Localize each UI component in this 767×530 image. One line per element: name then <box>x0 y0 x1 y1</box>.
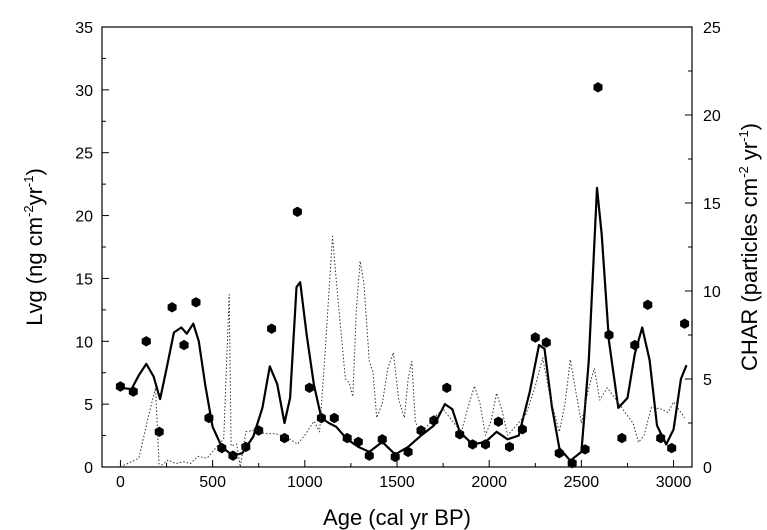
y-right-tick-label: 20 <box>703 108 721 125</box>
data-point <box>530 332 540 343</box>
data-point <box>667 442 677 454</box>
data-point <box>191 297 201 308</box>
data-point <box>292 206 302 217</box>
data-point <box>493 416 503 427</box>
y-left-tick-label: 5 <box>84 397 93 414</box>
data-point <box>505 441 514 453</box>
x-tick-label: 3000 <box>656 474 692 491</box>
y-left-tick-label: 30 <box>75 83 93 100</box>
x-tick-label: 1500 <box>379 474 415 491</box>
y-left-label-mid: yr <box>22 187 47 205</box>
x-tick-label: 1000 <box>287 474 323 491</box>
y-left-tick-label: 10 <box>75 334 93 351</box>
y-axis-right-label: CHAR (particles cm-2 yr-1) <box>736 123 762 371</box>
data-point <box>680 318 690 329</box>
y-right-label-end: ) <box>737 123 762 130</box>
y-right-tick-label: 15 <box>703 196 721 213</box>
y-right-tick-label: 10 <box>703 284 721 301</box>
data-point <box>593 82 603 93</box>
axis-ticks: 0 500 1000 1500 2000 2500 3000 0 5 10 15 20 25 30 35 0 5… <box>75 20 721 491</box>
y-axis-left-label: Lvg (ng cm-2yr-1) <box>21 168 47 326</box>
data-point <box>643 299 653 310</box>
data-point <box>364 450 374 461</box>
data-point <box>141 336 151 347</box>
data-point <box>329 412 339 424</box>
data-point <box>304 382 314 393</box>
data-point <box>442 382 452 393</box>
data-point <box>267 323 277 334</box>
y-left-tick-label: 20 <box>75 209 93 226</box>
data-point <box>179 339 189 351</box>
y-right-tick-label: 25 <box>703 20 721 37</box>
y-left-tick-label: 25 <box>75 146 93 163</box>
x-tick-label: 2500 <box>564 474 600 491</box>
data-point <box>280 432 289 444</box>
char-dotted-line <box>120 235 686 468</box>
data-point <box>377 434 387 445</box>
y-right-label-sup2: -1 <box>736 130 751 142</box>
x-axis-label: Age (cal yr BP) <box>323 505 471 530</box>
x-tick-label: 500 <box>199 474 226 491</box>
y-left-label-sup2: -1 <box>21 176 36 188</box>
lvg-smoothed-line <box>120 186 688 462</box>
y-right-tick-label: 5 <box>703 372 712 389</box>
y-right-label-mid: yr <box>737 142 762 166</box>
data-point <box>115 381 125 392</box>
y-left-label-sup1: -2 <box>21 205 36 217</box>
y-left-tick-label: 35 <box>75 20 93 37</box>
x-tick-label: 0 <box>116 474 125 491</box>
x-tick-label: 2000 <box>471 474 507 491</box>
y-left-label-base: Lvg (ng cm <box>22 217 47 326</box>
y-right-label-base: CHAR (particles cm <box>737 178 762 371</box>
y-left-tick-label: 0 <box>84 460 93 477</box>
data-point <box>617 432 627 444</box>
y-right-label-sup1: -2 <box>736 166 751 178</box>
data-point <box>541 337 551 348</box>
y-right-tick-label: 0 <box>703 460 712 477</box>
series-layer <box>115 82 690 469</box>
data-point <box>167 302 177 313</box>
data-point <box>154 426 164 437</box>
y-left-label-end: ) <box>22 168 47 175</box>
y-left-tick-label: 15 <box>75 271 93 288</box>
